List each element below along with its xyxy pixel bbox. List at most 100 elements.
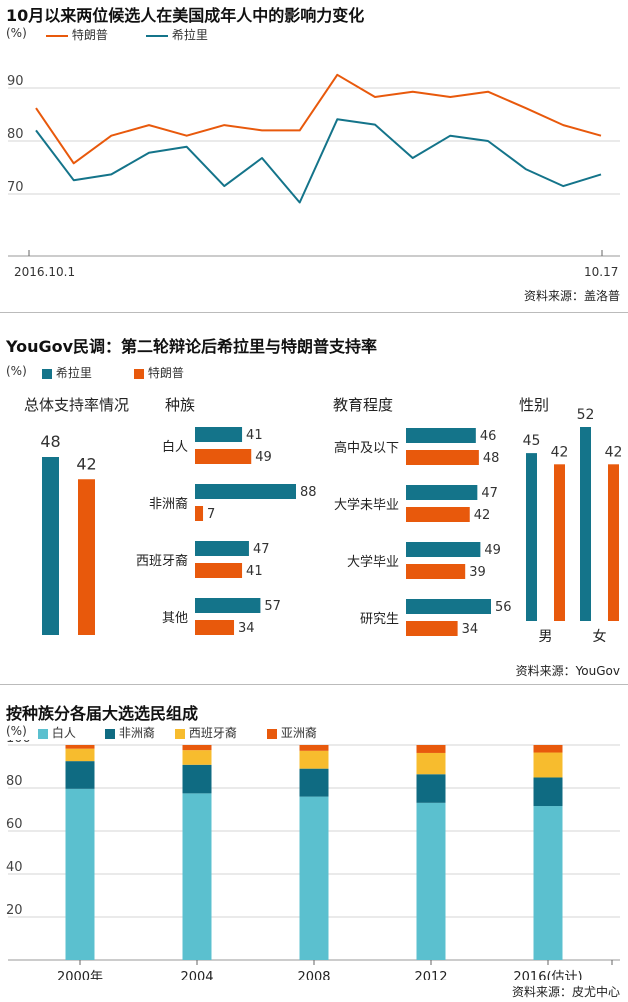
stacked-legend-black: 非洲裔 — [105, 724, 155, 741]
line-legend-clinton: 希拉里 — [146, 26, 208, 43]
line-y-tick-label: 80 — [7, 127, 24, 142]
section-divider-1 — [0, 312, 628, 313]
heading-education: 教育程度 — [333, 396, 394, 414]
stacked-segment-asian — [65, 745, 95, 749]
education-clinton-value-label: 56 — [495, 600, 512, 615]
line-y-tick-label: 70 — [7, 180, 24, 195]
race-clinton-value-label: 88 — [300, 485, 317, 500]
race-trump-value-label: 34 — [238, 621, 255, 636]
stacked-legend-white: 白人 — [38, 724, 76, 741]
gender-trump-bar — [608, 464, 619, 621]
race-clinton-value-label: 57 — [264, 599, 281, 614]
gender-clinton-bar — [526, 453, 537, 621]
stacked-y-tick-label: 100 — [6, 740, 31, 746]
yougov-unit: (%) — [6, 364, 27, 378]
section-divider-2 — [0, 684, 628, 685]
stacked-segment-black — [299, 768, 329, 797]
stacked-segment-black — [182, 764, 212, 794]
yougov-bar-charts: 48 42 41 49 白人 88 7 非洲裔 47 41 西班牙裔 57 34 其他 46 48 高中及以下 4… — [40, 407, 622, 645]
stacked-category-label: 2012 — [414, 970, 447, 980]
race-clinton-bar — [195, 541, 249, 556]
race-clinton-value-label: 41 — [246, 428, 263, 443]
line-x-end-label: 10.17 — [584, 265, 618, 279]
stacked-category-label: 2000年 — [57, 970, 103, 980]
race-trump-bar — [195, 563, 243, 578]
stacked-legend-hispanic-swatch — [175, 728, 185, 739]
race-clinton-bar — [195, 598, 261, 613]
race-clinton-bar — [195, 484, 296, 499]
stacked-legend-asian-swatch — [267, 728, 277, 739]
education-trump-value-label: 48 — [483, 451, 500, 466]
education-trump-bar — [406, 507, 470, 522]
education-trump-value-label: 39 — [469, 565, 486, 580]
line-x-start-label: 2016.10.1 — [14, 265, 75, 279]
gender-trump-value-label: 42 — [551, 444, 569, 460]
clinton-series-line — [35, 118, 602, 204]
stacked-bar-chart: 20 40 60 80 100 2000年 2004 2008 2012 2016(估计) — [6, 740, 620, 980]
education-trump-value-label: 34 — [462, 622, 479, 637]
line-legend-trump: 特朗普 — [46, 26, 108, 43]
stacked-y-tick-label: 80 — [6, 774, 23, 789]
overall-clinton-value-label: 48 — [40, 432, 60, 451]
race-category-label: 非洲裔 — [149, 496, 188, 512]
stacked-segment-white — [182, 793, 212, 960]
stacked-segment-white — [299, 796, 329, 960]
stacked-segment-asian — [299, 745, 329, 751]
stacked-segment-black — [533, 777, 563, 807]
yougov-legend-trump: 特朗普 — [134, 364, 184, 381]
stacked-segment-black — [416, 774, 446, 803]
stacked-segment-hispanic — [65, 748, 95, 762]
race-trump-bar — [195, 506, 204, 521]
line-y-tick-label: 90 — [7, 74, 24, 89]
stacked-category-label: 2004 — [180, 970, 213, 980]
education-category-label: 大学毕业 — [347, 554, 399, 570]
line-legend-clinton-label: 希拉里 — [171, 28, 208, 42]
yougov-legend-trump-label: 特朗普 — [147, 366, 184, 380]
stacked-y-tick-label: 20 — [6, 903, 23, 918]
education-clinton-bar — [406, 485, 478, 500]
yougov-legend-clinton-label: 希拉里 — [55, 366, 92, 380]
stacked-legend-black-swatch — [105, 728, 115, 739]
stacked-segment-white — [416, 802, 446, 960]
stacked-category-label: 2008 — [297, 970, 330, 980]
trump-series-line — [35, 73, 602, 165]
stacked-source: 资料来源：皮尤中心 — [511, 985, 620, 999]
stacked-segment-hispanic — [533, 752, 563, 778]
stacked-segment-asian — [182, 745, 212, 751]
race-trump-bar — [195, 620, 235, 635]
education-clinton-bar — [406, 542, 481, 557]
stacked-legend-hispanic-label: 西班牙裔 — [188, 726, 237, 740]
yougov-legend-clinton: 希拉里 — [42, 364, 92, 381]
education-clinton-value-label: 46 — [480, 429, 497, 444]
heading-race: 种族 — [165, 396, 196, 414]
yougov-legend-trump-swatch — [134, 368, 144, 379]
yougov-title: YouGov民调：第二轮辩论后希拉里与特朗普支持率 — [6, 337, 378, 356]
education-trump-value-label: 42 — [474, 508, 491, 523]
stacked-legend-hispanic: 西班牙裔 — [175, 724, 237, 741]
stacked-segment-hispanic — [182, 750, 212, 765]
stacked-legend-asian-label: 亚洲裔 — [280, 726, 317, 740]
stacked-legend-asian: 亚洲裔 — [267, 724, 317, 741]
education-clinton-value-label: 49 — [484, 543, 501, 558]
race-trump-bar — [195, 449, 252, 464]
education-clinton-bar — [406, 428, 476, 443]
race-category-label: 西班牙裔 — [136, 553, 188, 569]
stacked-unit: (%) — [6, 724, 27, 738]
education-trump-bar — [406, 564, 466, 579]
overall-clinton-bar — [42, 457, 59, 635]
stacked-y-tick-label: 40 — [6, 860, 23, 875]
gender-clinton-value-label: 45 — [523, 433, 541, 449]
race-clinton-bar — [195, 427, 243, 442]
stacked-segment-white — [533, 806, 563, 960]
race-category-label: 其他 — [162, 611, 188, 626]
line-legend-trump-label: 特朗普 — [71, 28, 108, 42]
stacked-legend-white-swatch — [38, 728, 48, 739]
stacked-segment-asian — [533, 745, 563, 753]
education-clinton-value-label: 47 — [481, 486, 498, 501]
line-chart-title: 10月以来两位候选人在美国成年人中的影响力变化 — [6, 6, 365, 25]
gender-clinton-value-label: 52 — [577, 407, 595, 423]
education-category-label: 研究生 — [360, 612, 399, 627]
gender-trump-bar — [554, 464, 565, 621]
line-legend-clinton-swatch — [146, 34, 168, 37]
stacked-y-tick-label: 60 — [6, 817, 23, 832]
